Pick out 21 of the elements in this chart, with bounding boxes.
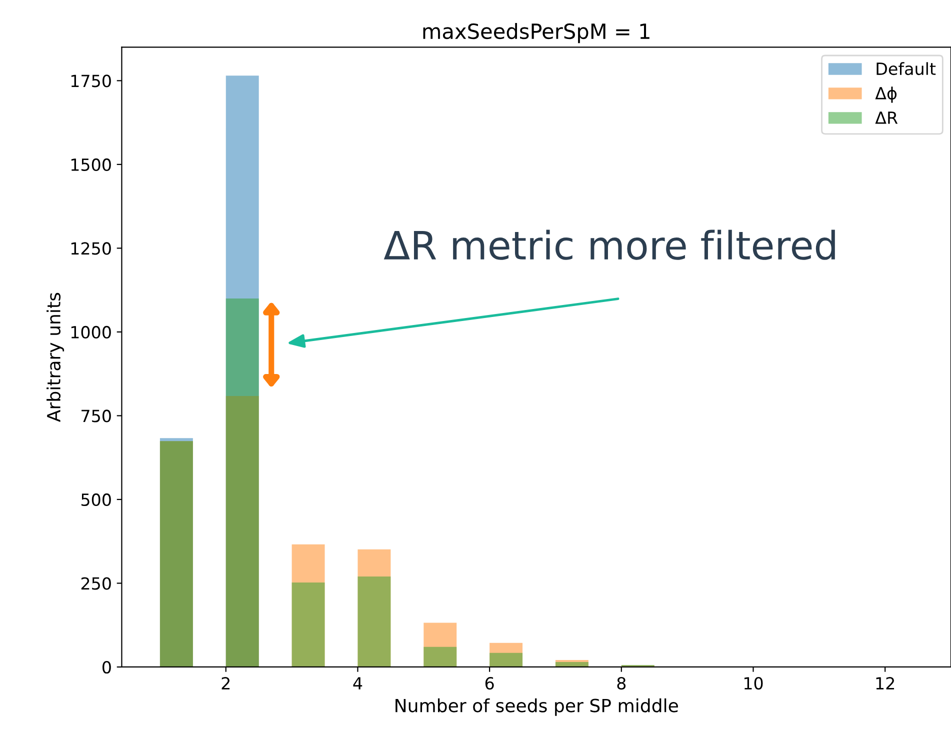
legend-label: Default [876, 62, 936, 76]
y-tick-label: 0 [102, 660, 111, 674]
y-tick-label: 1750 [71, 74, 111, 88]
annotation: ΔR metric more filtered [384, 230, 835, 260]
x-axis-title: Number of seeds per SP middle [396, 698, 678, 716]
y-tick-label: 250 [81, 577, 111, 590]
y-tick-label: 1500 [71, 158, 111, 171]
x-tick-label: 6 [485, 677, 494, 690]
y-tick-label: 1000 [71, 326, 111, 339]
x-tick-label: 2 [222, 677, 230, 690]
legend-label: Δϕ [875, 86, 897, 103]
x-tick-label: 8 [617, 677, 626, 690]
y-tick-label: 500 [81, 493, 111, 506]
y-tick-label: 1250 [71, 242, 111, 255]
y-axis-title: Arbitrary units [46, 292, 64, 422]
y-tick-label: 750 [82, 410, 111, 422]
x-tick-label: 4 [353, 677, 362, 690]
legend-label: ΔR [875, 112, 898, 124]
chart-title: maxSeedsPerSpM = 1 [423, 23, 650, 44]
x-tick-label: 10 [744, 677, 763, 690]
x-tick-label: 12 [876, 677, 894, 690]
